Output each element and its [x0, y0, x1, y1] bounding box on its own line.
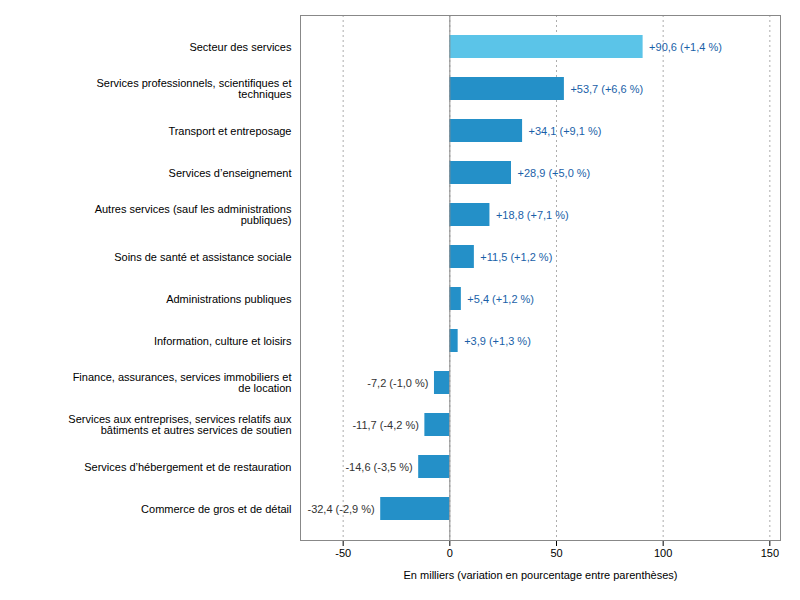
svg-text:+3,9 (+1,3 %): +3,9 (+1,3 %) [464, 335, 531, 347]
svg-text:+11,5 (+1,2 %): +11,5 (+1,2 %) [480, 251, 552, 263]
svg-text:Services aux entreprises, serv: Services aux entreprises, services relat… [68, 413, 292, 436]
svg-text:En milliers (variation en pour: En milliers (variation en pourcentage en… [404, 569, 678, 581]
svg-text:Services professionnels, scien: Services professionnels, scientifiques e… [96, 77, 292, 100]
svg-text:+90,6 (+1,4 %): +90,6 (+1,4 %) [649, 41, 722, 53]
svg-text:Administrations publiques: Administrations publiques [166, 293, 292, 305]
svg-text:+28,9 (+5,0 %): +28,9 (+5,0 %) [517, 167, 590, 179]
svg-text:+53,7 (+6,6 %): +53,7 (+6,6 %) [570, 83, 643, 95]
svg-text:150: 150 [761, 547, 779, 559]
svg-text:+34,1 (+9,1 %): +34,1 (+9,1 %) [529, 125, 602, 137]
svg-text:Autres services (sauf les admi: Autres services (sauf les administration… [95, 203, 292, 226]
svg-text:Services d’enseignement: Services d’enseignement [169, 167, 292, 179]
svg-text:+18,8 (+7,1 %): +18,8 (+7,1 %) [496, 209, 569, 221]
svg-text:50: 50 [550, 547, 562, 559]
svg-text:100: 100 [654, 547, 672, 559]
svg-text:+5,4 (+1,2 %): +5,4 (+1,2 %) [467, 293, 534, 305]
svg-text:Information, culture et loisir: Information, culture et loisirs [154, 335, 292, 347]
svg-text:Commerce de gros et de détail: Commerce de gros et de détail [141, 503, 291, 515]
svg-text:-32,4 (-2,9 %): -32,4 (-2,9 %) [307, 503, 374, 515]
svg-text:Transport et entreposage: Transport et entreposage [168, 125, 291, 137]
svg-text:Services d’hébergement et de r: Services d’hébergement et de restauratio… [84, 461, 291, 473]
svg-text:0: 0 [447, 547, 453, 559]
svg-text:Soins de santé et assistance s: Soins de santé et assistance sociale [114, 251, 291, 263]
svg-text:Secteur des services: Secteur des services [189, 41, 292, 53]
svg-text:Finance, assurances, services: Finance, assurances, services immobilier… [73, 371, 292, 394]
svg-text:-14,6 (-3,5 %): -14,6 (-3,5 %) [345, 461, 412, 473]
svg-text:-7,2 (-1,0 %): -7,2 (-1,0 %) [367, 377, 428, 389]
svg-text:-50: -50 [335, 547, 351, 559]
svg-text:-11,7 (-4,2 %): -11,7 (-4,2 %) [352, 419, 418, 431]
